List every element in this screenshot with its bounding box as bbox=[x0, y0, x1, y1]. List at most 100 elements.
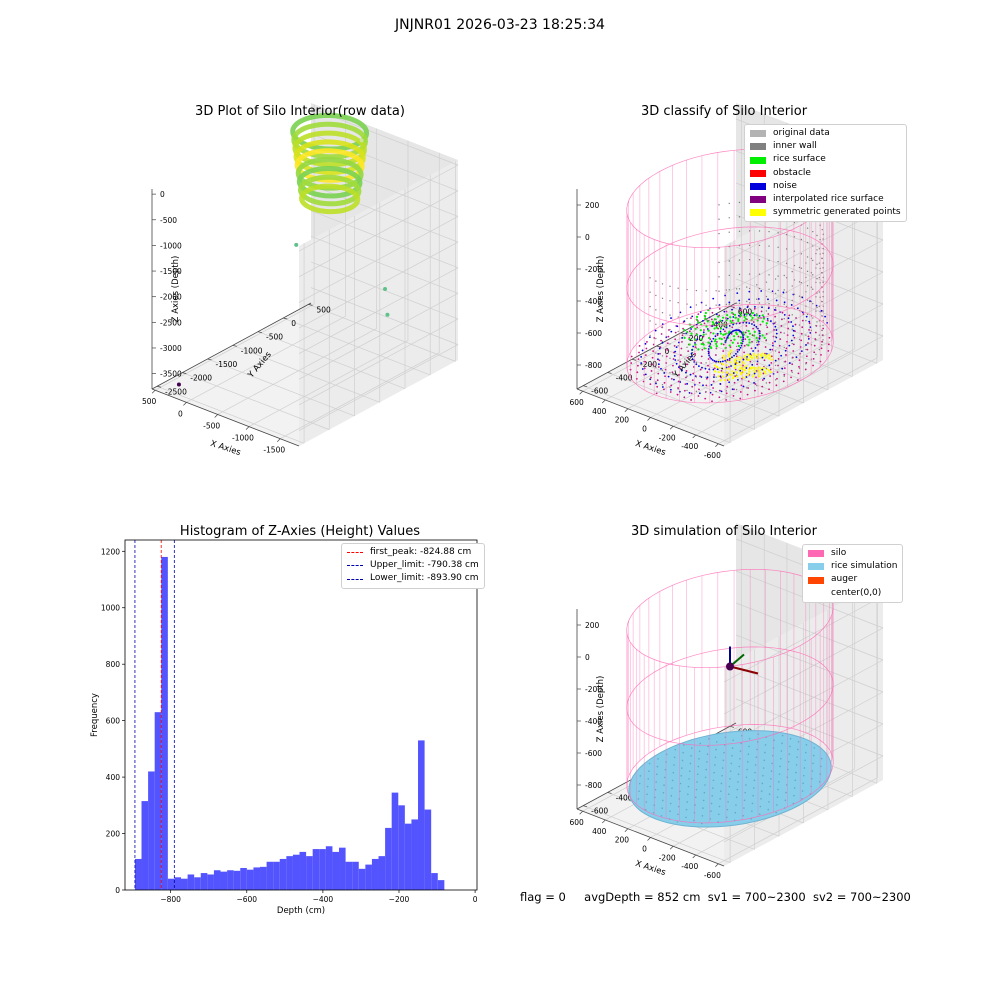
floor-point bbox=[744, 338, 747, 341]
surface-point bbox=[753, 330, 756, 333]
surface-point bbox=[755, 336, 758, 340]
grid-y bbox=[283, 317, 431, 376]
z-axis-label: Z Axies (Depth) bbox=[596, 676, 606, 743]
floor-point bbox=[743, 344, 746, 347]
floor-point bbox=[783, 373, 786, 376]
floor-point bbox=[720, 369, 723, 372]
noise-point bbox=[673, 378, 675, 381]
grid-y bbox=[156, 385, 305, 444]
noise-point bbox=[746, 306, 749, 309]
histogram-bar bbox=[404, 823, 412, 890]
noise-point bbox=[732, 316, 735, 318]
wall-point bbox=[815, 339, 817, 341]
rice-mesh-point bbox=[681, 759, 684, 762]
noise-point bbox=[674, 350, 677, 353]
wall-point bbox=[815, 324, 817, 327]
floor-point bbox=[819, 360, 822, 363]
noise-point bbox=[746, 355, 748, 358]
rice-mesh-point bbox=[694, 804, 696, 806]
wall-point bbox=[783, 375, 785, 378]
surface-point bbox=[761, 334, 764, 337]
floor-point bbox=[778, 351, 781, 354]
floor-point bbox=[703, 329, 705, 331]
surface-point bbox=[694, 327, 697, 330]
y-tick bbox=[156, 385, 162, 388]
floor-point bbox=[694, 352, 696, 355]
floor-point bbox=[672, 358, 675, 360]
floor-point bbox=[770, 355, 773, 358]
z-tick-label: -200 bbox=[585, 685, 602, 694]
noise-point bbox=[721, 319, 724, 322]
z-tick-label: -800 bbox=[585, 781, 602, 790]
wall-point bbox=[649, 320, 651, 322]
histogram-bar bbox=[227, 870, 234, 890]
rice-mesh-point bbox=[755, 756, 758, 759]
x-tick bbox=[669, 426, 674, 430]
floor-point bbox=[785, 354, 787, 356]
rice-mesh-point bbox=[689, 762, 692, 765]
histogram-bar bbox=[148, 771, 155, 890]
noise-point bbox=[711, 359, 714, 361]
x-tick-label: -600 bbox=[704, 451, 721, 460]
wall-point bbox=[728, 231, 730, 233]
floor-point bbox=[776, 377, 778, 380]
noise-point bbox=[775, 329, 778, 331]
histogram-bar bbox=[134, 858, 142, 890]
histogram-bar bbox=[174, 877, 182, 890]
rice-mesh-point bbox=[690, 754, 692, 757]
noise-point bbox=[729, 332, 732, 335]
noise-point bbox=[689, 373, 692, 376]
rice-mesh-point bbox=[777, 781, 780, 783]
wall-point bbox=[816, 234, 818, 237]
rice-mesh-point bbox=[678, 798, 681, 800]
noise-point bbox=[670, 317, 672, 319]
figure-suptitle: JNJNR01 2026-03-23 18:25:34 bbox=[395, 17, 605, 33]
floor-point bbox=[822, 327, 825, 330]
surface-point bbox=[758, 375, 761, 378]
surface-point bbox=[750, 367, 753, 370]
surface-point bbox=[725, 364, 728, 367]
wall-point bbox=[800, 253, 803, 255]
rice-mesh-point bbox=[680, 775, 683, 777]
floor-point bbox=[652, 350, 655, 353]
rice-mesh-points bbox=[637, 733, 823, 825]
wall-point bbox=[661, 369, 664, 372]
surface-point bbox=[715, 342, 718, 345]
surface-point bbox=[753, 334, 756, 337]
grid-z bbox=[298, 344, 459, 431]
floor-point bbox=[760, 392, 763, 395]
surface-point bbox=[714, 338, 717, 341]
rice-mesh-point bbox=[820, 757, 823, 760]
noise-point bbox=[758, 332, 761, 335]
x-tick bbox=[715, 863, 719, 868]
rice-mesh-point bbox=[683, 744, 685, 746]
wall-point bbox=[728, 202, 730, 205]
wall-point bbox=[798, 338, 801, 341]
floor-point bbox=[696, 326, 699, 329]
rice-mesh-point bbox=[743, 807, 745, 809]
surface-point bbox=[705, 325, 708, 328]
rice-mesh-point bbox=[778, 773, 781, 775]
surface-point bbox=[748, 370, 751, 373]
grid-z bbox=[735, 698, 884, 757]
y-tick-label: -600 bbox=[591, 807, 608, 816]
rice-mesh-point bbox=[711, 794, 714, 797]
x-tick-label: 400 bbox=[592, 407, 607, 416]
floor-point bbox=[812, 357, 815, 360]
histogram-bar bbox=[141, 801, 149, 890]
wall-point bbox=[783, 361, 785, 363]
z-tick-label: -1500 bbox=[160, 267, 182, 276]
wall-point bbox=[705, 319, 707, 321]
histogram-bar bbox=[220, 871, 228, 890]
noise-point bbox=[757, 298, 760, 300]
wall-point bbox=[677, 287, 679, 289]
rice-mesh-point bbox=[737, 773, 740, 775]
wall-point bbox=[718, 247, 720, 249]
surface-point bbox=[713, 340, 717, 343]
floor-point bbox=[768, 388, 770, 391]
wall-point bbox=[669, 314, 671, 316]
floor-point bbox=[776, 371, 779, 374]
y-axis-label: Frequency bbox=[90, 693, 100, 737]
legend-entry: Lower_limit: -893.90 cm bbox=[347, 572, 479, 585]
wall-point bbox=[818, 348, 821, 351]
